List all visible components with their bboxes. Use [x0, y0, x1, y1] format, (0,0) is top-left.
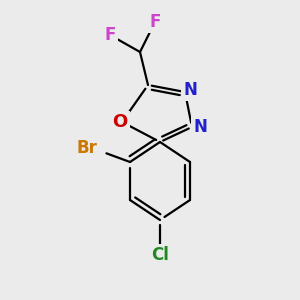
- Text: F: F: [104, 26, 116, 44]
- Text: O: O: [112, 113, 128, 131]
- Text: Cl: Cl: [151, 246, 169, 264]
- Text: N: N: [183, 81, 197, 99]
- Text: Br: Br: [76, 139, 98, 157]
- Text: F: F: [149, 13, 161, 31]
- Text: N: N: [193, 118, 207, 136]
